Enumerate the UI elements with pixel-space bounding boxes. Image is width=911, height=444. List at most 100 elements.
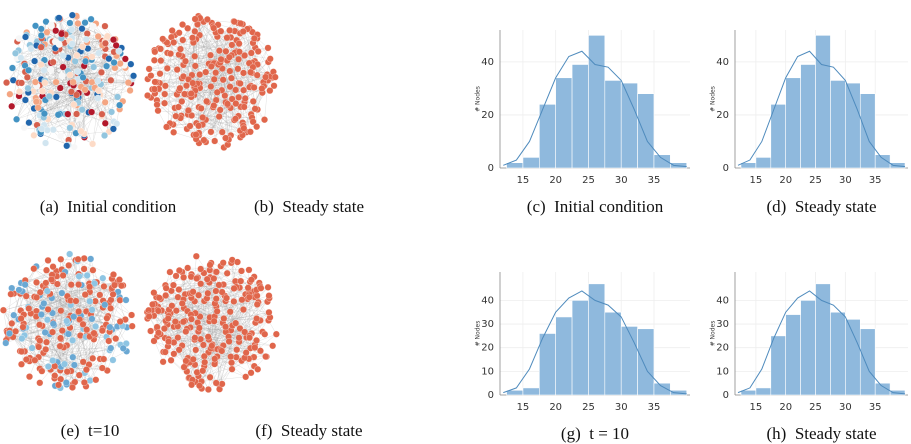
edge <box>242 24 263 93</box>
node <box>47 21 55 29</box>
caption: (g) t = 10 <box>561 424 629 443</box>
node <box>191 52 199 60</box>
node <box>44 305 52 313</box>
node <box>42 139 50 147</box>
bar <box>830 80 846 169</box>
edge <box>228 295 270 342</box>
node <box>83 271 91 279</box>
caption: (h) Steady state <box>767 424 877 443</box>
node <box>88 315 96 323</box>
node <box>217 27 225 35</box>
edge <box>180 31 195 50</box>
y-tick-label: 0 <box>723 390 729 401</box>
node <box>15 34 23 42</box>
node <box>207 62 215 70</box>
edge <box>196 320 269 373</box>
node <box>189 288 197 296</box>
node <box>55 40 63 48</box>
node <box>211 137 219 145</box>
node <box>80 254 88 262</box>
network <box>0 250 136 392</box>
edge <box>239 51 253 118</box>
network <box>3 11 137 151</box>
node <box>52 78 60 86</box>
node <box>19 323 27 331</box>
node <box>18 348 26 355</box>
node <box>130 72 137 80</box>
node <box>241 328 249 336</box>
edge <box>24 274 53 284</box>
node <box>147 72 155 80</box>
node <box>25 66 33 74</box>
node <box>212 295 220 303</box>
node <box>162 292 170 299</box>
node <box>43 316 51 324</box>
node <box>70 361 78 369</box>
node <box>192 131 200 139</box>
node <box>70 313 78 321</box>
edge <box>21 282 90 302</box>
edge <box>201 286 261 382</box>
node <box>221 92 229 100</box>
node <box>42 345 50 353</box>
node <box>82 57 89 65</box>
bar <box>755 157 772 169</box>
edge <box>42 40 103 92</box>
node <box>154 307 162 315</box>
node <box>195 291 203 299</box>
node <box>156 70 164 78</box>
edge <box>28 270 47 308</box>
node <box>113 120 121 128</box>
node <box>7 290 15 298</box>
node <box>128 322 136 330</box>
node <box>66 250 74 258</box>
node <box>45 92 53 100</box>
node <box>87 255 95 263</box>
node <box>189 79 197 87</box>
node <box>247 369 255 377</box>
node <box>38 125 46 133</box>
node <box>90 329 98 337</box>
node <box>126 87 134 94</box>
node <box>44 256 52 264</box>
kde-line <box>737 290 906 395</box>
node <box>210 275 218 282</box>
node <box>52 27 60 35</box>
node <box>163 123 171 131</box>
node <box>89 23 97 30</box>
node <box>232 319 240 327</box>
y-tick-label: 30 <box>481 319 494 330</box>
node <box>8 319 16 327</box>
node <box>106 323 114 331</box>
x-tick-label: 35 <box>869 402 882 413</box>
bar <box>770 104 787 169</box>
node <box>188 381 196 389</box>
node <box>217 55 225 63</box>
edge <box>219 295 270 386</box>
node <box>58 72 66 80</box>
node <box>25 119 33 127</box>
node <box>175 346 183 354</box>
node <box>56 84 64 92</box>
node <box>2 339 10 347</box>
node <box>222 47 230 55</box>
node <box>75 272 83 280</box>
node <box>234 65 242 73</box>
node <box>101 22 109 30</box>
edge <box>241 299 252 334</box>
node <box>66 19 74 27</box>
node <box>42 279 50 287</box>
bar <box>859 93 876 169</box>
node <box>206 261 214 269</box>
node <box>62 379 70 387</box>
node <box>168 302 176 310</box>
caption: (a) Initial condition <box>40 197 177 216</box>
node <box>235 48 243 56</box>
node <box>70 101 78 109</box>
bar <box>620 82 638 169</box>
node <box>261 116 268 124</box>
node <box>98 110 106 118</box>
node <box>175 29 183 37</box>
node <box>223 34 231 42</box>
edge <box>107 36 132 84</box>
